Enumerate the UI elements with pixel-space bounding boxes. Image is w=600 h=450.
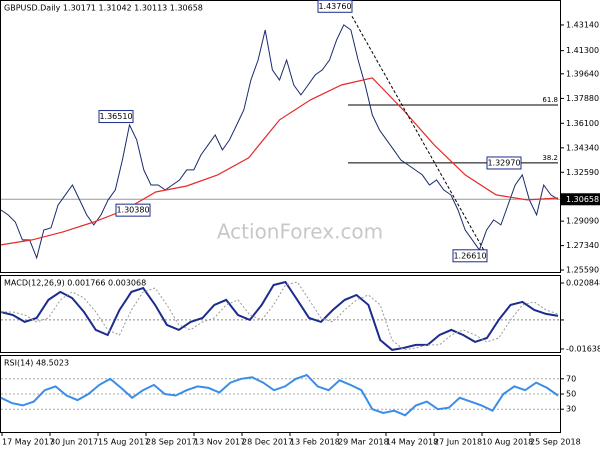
x-tick-label: 29 Mar 2018 bbox=[338, 438, 389, 447]
watermark: ActionForex.com bbox=[217, 220, 383, 244]
series-line bbox=[0, 373, 559, 417]
annotation-label: 1.32970 bbox=[487, 158, 520, 167]
annotation-box bbox=[317, 0, 353, 13]
annotation-box bbox=[98, 110, 134, 124]
rsi-title: RSI(14) 48.5023 bbox=[4, 359, 69, 368]
series-line bbox=[0, 280, 559, 351]
x-tick-label: 15 Aug 2017 bbox=[98, 438, 149, 447]
y-tick-label: 1.41300 bbox=[566, 46, 599, 55]
annotation-label: 1.30380 bbox=[116, 206, 149, 215]
y-tick-label: 0.020848 bbox=[566, 279, 600, 288]
y-tick-label: 1.29090 bbox=[566, 217, 599, 226]
x-tick-label: 10 Aug 2018 bbox=[482, 438, 533, 447]
series-line bbox=[0, 77, 559, 246]
x-tick-label: 13 Feb 2018 bbox=[290, 438, 340, 447]
annotation-label: 1.26610 bbox=[453, 251, 486, 260]
annotation-label: 1.43760 bbox=[318, 2, 351, 11]
trend-line bbox=[351, 16, 488, 257]
y-tick-label: -0.016389 bbox=[566, 344, 600, 353]
annotation-box bbox=[115, 203, 151, 217]
y-tick-label: 1.39640 bbox=[566, 69, 599, 78]
y-tick-label: 1.37880 bbox=[566, 94, 599, 103]
price-frame bbox=[0, 0, 561, 273]
y-tick-label: 1.34340 bbox=[566, 143, 599, 152]
x-tick-label: 28 Dec 2017 bbox=[242, 438, 293, 447]
last-price-label: 1.30658 bbox=[566, 195, 599, 204]
x-tick-label: 28 Sep 2017 bbox=[146, 438, 197, 447]
x-tick-label: 14 May 2018 bbox=[386, 438, 438, 447]
x-tick-label: 30 Jun 2017 bbox=[50, 438, 98, 447]
y-tick-label: 30 bbox=[566, 405, 576, 414]
series-line bbox=[0, 24, 559, 260]
rsi-frame bbox=[0, 355, 561, 433]
annotation-box bbox=[452, 249, 488, 263]
annotation-label: 1.36510 bbox=[99, 112, 132, 121]
annotation-box bbox=[486, 156, 522, 170]
series-line bbox=[1, 281, 559, 351]
fib-label: 38.2 bbox=[542, 154, 558, 162]
x-tick-label: 13 Nov 2017 bbox=[194, 438, 245, 447]
chart-title: GBPUSD.Daily 1.30171 1.31042 1.30113 1.3… bbox=[4, 4, 203, 13]
fib-label: 61.8 bbox=[542, 96, 558, 104]
y-tick-label: 50 bbox=[566, 390, 576, 399]
x-tick-label: 17 May 2017 bbox=[2, 438, 54, 447]
y-tick-label: 1.27340 bbox=[566, 241, 599, 250]
y-tick-label: 1.25590 bbox=[566, 266, 599, 275]
macd-frame bbox=[0, 275, 561, 353]
macd-title: MACD(12,26,9) 0.001766 0.003068 bbox=[4, 279, 146, 288]
last-price-box bbox=[561, 193, 600, 206]
y-tick-label: 1.32590 bbox=[566, 168, 599, 177]
y-tick-label: 70 bbox=[566, 374, 576, 383]
y-tick-label: 1.36100 bbox=[566, 119, 599, 128]
y-tick-label: 1.43140 bbox=[566, 20, 599, 29]
x-tick-label: 25 Sep 2018 bbox=[530, 438, 581, 447]
x-tick-label: 27 Jun 2018 bbox=[434, 438, 482, 447]
